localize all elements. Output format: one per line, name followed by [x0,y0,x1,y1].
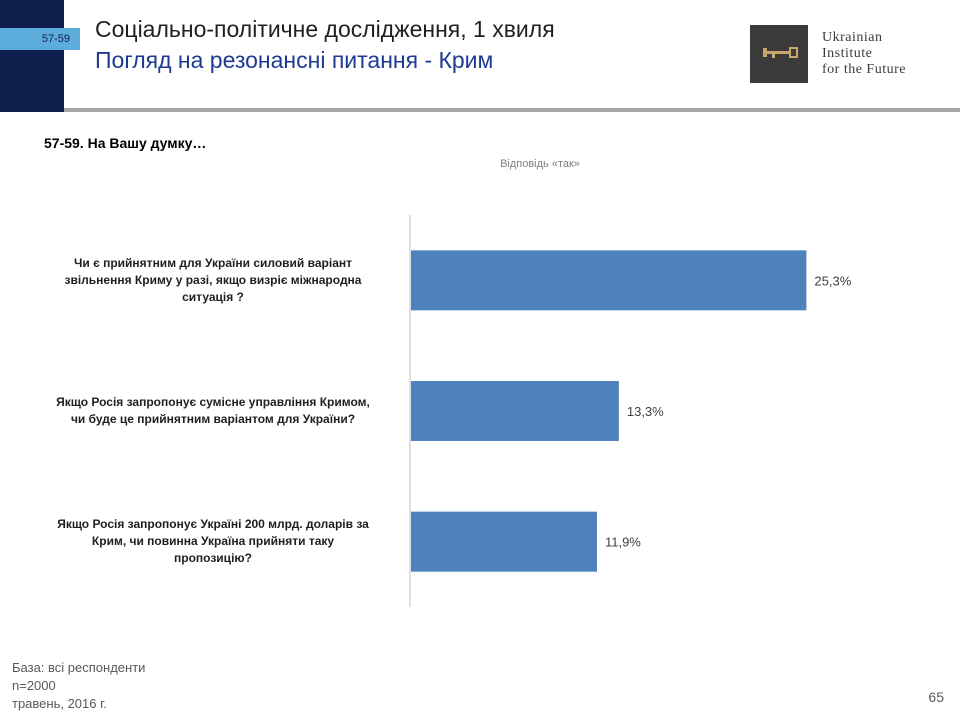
category-label-3: Якщо Росія запропонує Україні 200 млрд. … [28,516,398,567]
bar-1 [411,250,807,311]
data-label-3: 11,9% [605,535,641,550]
footer-base: База: всі респонденти [12,660,146,675]
logo-line: for the Future [822,62,906,77]
question-title: 57-59. На Вашу думку… [44,135,207,151]
category-label-2: Якщо Росія запропонує сумісне управління… [28,394,398,428]
bar-3 [411,511,597,572]
category-label-line: Якщо Росія запропонує сумісне управління… [56,395,370,409]
header-band [0,0,64,112]
category-label-line: Якщо Росія запропонує Україні 200 млрд. … [57,517,369,532]
logo-wordmark: Ukrainian Institute for the Future [822,30,906,78]
category-label-line: ситуація ? [182,289,244,304]
legend-entry: Відповідь «так» [500,158,580,170]
page-title: Соціально-політичне дослідження, 1 хвиля [95,16,555,42]
category-label-line: чи буде це прийнятним варіантом для Укра… [70,412,356,426]
category-label-line: пропозицію? [174,551,252,566]
footer-note: База: всі респонденти n=2000 травень, 20… [12,659,145,713]
page-subtitle: Погляд на резонансні питання - Крим [95,47,494,73]
category-label-line: Крим, чи повинна Україна прийняти таку [91,534,335,549]
data-label-1: 25,3% [814,273,851,288]
footer-sample: n=2000 [12,678,56,693]
data-label-2: 13,3% [627,404,664,419]
header-divider [64,108,960,112]
slide-tag: 57-59 [0,28,80,50]
category-label-line: Чи є прийнятним для України силовий варі… [74,255,352,270]
page-number: 65 [928,689,944,705]
key-icon [763,47,798,58]
category-label-1: Чи є прийнятним для України силовий варі… [28,255,398,306]
bar-2 [411,381,619,441]
logo-line: Ukrainian [822,30,883,45]
logo [750,25,808,83]
category-label-line: звільнення Криму у разі, якщо визріє між… [64,272,362,287]
footer-date: травень, 2016 г. [12,696,107,711]
logo-line: Institute [822,46,873,61]
